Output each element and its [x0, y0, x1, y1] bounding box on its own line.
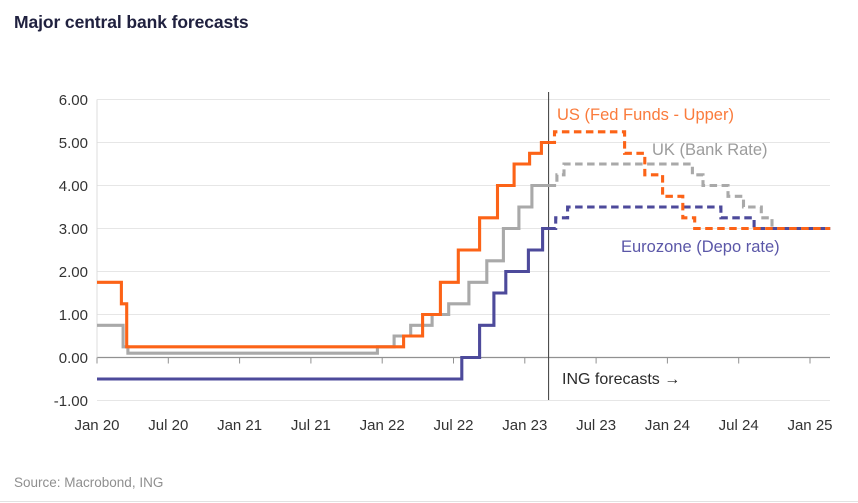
series-us-history-line — [97, 140, 549, 349]
y-tick-label: 2.00 — [59, 264, 88, 281]
bottom-divider — [0, 501, 858, 502]
series-uk-forecast-line — [548, 162, 831, 231]
x-tick-label: Jul 24 — [719, 417, 759, 434]
series-label-eurozone: Eurozone (Depo rate) — [621, 238, 780, 256]
x-tick-label: Jul 20 — [148, 417, 188, 434]
y-tick-label: 0.00 — [59, 350, 88, 367]
x-axis-labels: Jan 20 Jul 20 Jan 21 Jul 21 Jan 22 Jul 22 Jan … — [74, 417, 832, 434]
page-title: Major central bank forecasts — [14, 12, 249, 32]
source-note: Source: Macrobond, ING — [14, 475, 164, 490]
x-tick-label: Jul 21 — [291, 417, 331, 434]
y-tick-label: 5.00 — [59, 135, 88, 152]
x-tick-label: Jan 24 — [645, 417, 690, 434]
x-tick-label: Jan 25 — [787, 417, 832, 434]
series-us-forecast-line — [548, 130, 831, 231]
y-tick-label: -1.00 — [54, 393, 88, 410]
forecast-annotation: ING forecasts → — [562, 371, 681, 388]
series-label-us: US (Fed Funds - Upper) — [557, 106, 734, 124]
y-tick-label: 6.00 — [59, 92, 88, 109]
x-tick-label: Jan 23 — [502, 417, 547, 434]
y-tick-label: 4.00 — [59, 178, 88, 195]
y-axis-labels: 6.00 5.00 4.00 3.00 2.00 1.00 0.00 -1.00 — [54, 92, 88, 410]
y-tick-label: 3.00 — [59, 221, 88, 238]
x-tick-label: Jul 22 — [433, 417, 473, 434]
x-tick-label: Jan 21 — [217, 417, 262, 434]
y-tick-label: 1.00 — [59, 307, 88, 324]
x-axis-ticks — [96, 357, 811, 364]
x-tick-label: Jul 23 — [576, 417, 616, 434]
x-tick-label: Jan 22 — [360, 417, 405, 434]
series-eurozone-forecast-line — [548, 205, 831, 231]
series-label-uk: UK (Bank Rate) — [652, 141, 768, 159]
series-eurozone-history-line — [97, 226, 549, 381]
x-tick-label: Jan 20 — [74, 417, 119, 434]
